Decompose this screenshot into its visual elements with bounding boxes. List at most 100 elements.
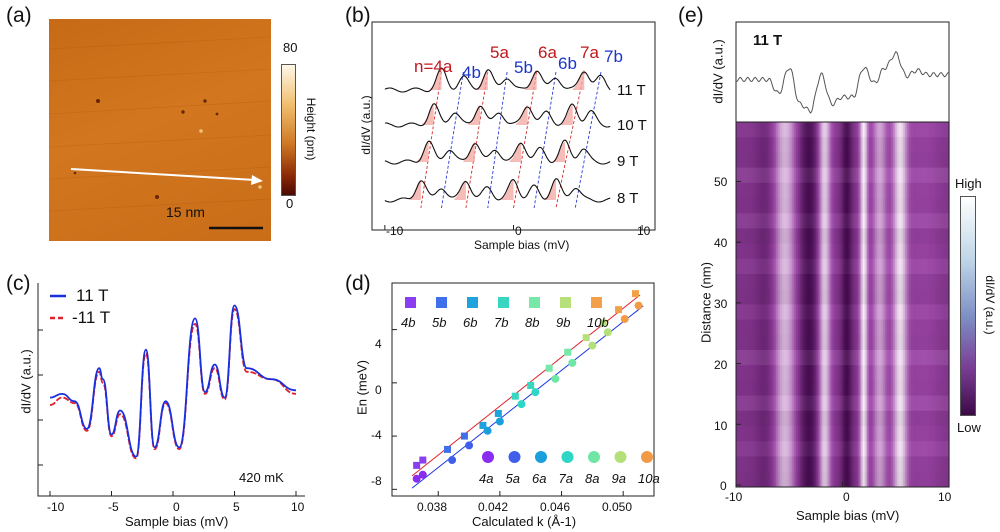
panel-d-frame [391, 282, 655, 497]
map-column [864, 122, 868, 487]
map-column [794, 122, 797, 487]
map-column [744, 122, 747, 487]
data-point-a [517, 400, 526, 409]
legend-marker-7b [498, 297, 509, 308]
legend-marker-10a [641, 451, 653, 463]
field-label-11T: 11 T [617, 82, 646, 99]
panel-b-xtick: -10 [386, 224, 404, 238]
legend-marker-9b [560, 297, 571, 308]
data-point-b [511, 392, 519, 400]
map-column [858, 122, 862, 487]
data-point-b [632, 290, 640, 298]
peak-shading [561, 105, 573, 125]
data-point-a [495, 417, 504, 426]
panel-d-xtick: 0.046 [540, 500, 571, 514]
legend-label-11T: 11 T [76, 286, 109, 305]
level-label-6a: 6a [538, 43, 557, 62]
map-column [938, 122, 942, 487]
dIdV-colorbar [960, 196, 976, 416]
map-column [782, 122, 785, 487]
legend-label-6b: 6b [463, 315, 477, 330]
panel-c-xtick: 0 [173, 500, 180, 514]
map-column [750, 122, 753, 487]
panel-d-ylabel: En (meV) [354, 360, 370, 415]
map-column [804, 122, 807, 487]
map-column [892, 122, 896, 487]
map-column [758, 122, 761, 487]
map-row-band [736, 426, 949, 441]
map-column [900, 122, 904, 487]
level-label-7b: 7b [604, 47, 623, 66]
map-column [788, 122, 791, 487]
stm-topography-image [49, 19, 271, 241]
panel-c-label: (c) [6, 272, 31, 295]
map-column [792, 122, 795, 487]
legend-label-10a: 10a [638, 471, 660, 486]
map-column [886, 122, 890, 487]
map-row-band [736, 395, 949, 411]
map-column [908, 122, 912, 487]
data-point-a [620, 314, 629, 323]
map-column [800, 122, 803, 487]
series-line-11T [49, 304, 297, 458]
map-column [784, 122, 787, 487]
legend-marker-10b [591, 297, 602, 308]
peak-shading [454, 180, 466, 200]
legend-marker-6b [467, 297, 478, 308]
colorbar-e-title: dI/dV (a.u.) [983, 275, 997, 335]
panel-b-ylabel: dI/dV (a.u.) [359, 95, 373, 155]
panel-e-xtick: -10 [725, 490, 743, 504]
panel-d-ytick: -8 [371, 474, 382, 488]
fit-line-b [411, 294, 641, 477]
panel-d-xtick: 0.042 [478, 500, 509, 514]
map-row-band [736, 198, 949, 214]
spectrum-curve-9T [384, 139, 611, 165]
map-column [770, 122, 773, 487]
map-column [776, 122, 779, 487]
panel-c-ylabel: dI/dV (a.u.) [18, 349, 34, 414]
map-column [796, 122, 799, 487]
map-column [924, 122, 928, 487]
panel-c-xtick: 10 [291, 500, 305, 514]
legend-label-5a: 5a [506, 471, 520, 486]
legend-label-neg11T: -11 T [72, 308, 111, 327]
temperature-label: 420 mK [239, 470, 284, 485]
map-column [856, 122, 860, 487]
map-column [820, 122, 824, 487]
level-label-6b: 6b [558, 54, 577, 73]
map-column [854, 122, 858, 487]
map-column [862, 122, 866, 487]
level-guide-line [574, 71, 602, 209]
level-label-5a: 5a [490, 43, 509, 62]
data-point-b [527, 382, 535, 390]
map-column [846, 122, 850, 487]
map-column [850, 122, 854, 487]
data-point-b [413, 461, 421, 469]
map-row-band [736, 471, 949, 487]
map-row-band [736, 289, 949, 305]
map-column [860, 122, 864, 487]
spectrum-curve-8T [384, 178, 611, 203]
peak-shading [422, 105, 434, 125]
panel-e-xtick: 0 [843, 490, 850, 504]
map-column [808, 122, 811, 487]
map-row-band [736, 334, 949, 350]
map-column [876, 122, 880, 487]
map-column [872, 122, 876, 487]
legend-marker-9a [614, 451, 627, 463]
data-point-a [448, 456, 457, 465]
map-column [870, 122, 874, 487]
legend-label-10b: 10b [587, 315, 609, 330]
map-column [918, 122, 922, 487]
legend-marker-8a [588, 451, 600, 463]
map-row-band [736, 183, 949, 198]
map-column [762, 122, 765, 487]
map-row-band [736, 137, 949, 153]
panel-e-xlabel: Sample bias (mV) [796, 508, 900, 523]
peak-shading [463, 142, 475, 162]
map-column [778, 122, 781, 487]
colorbar-high: High [955, 176, 982, 191]
map-column [852, 122, 856, 487]
scalebar-label: 15 nm [166, 204, 205, 220]
panel-b-xtick: 10 [637, 224, 651, 238]
